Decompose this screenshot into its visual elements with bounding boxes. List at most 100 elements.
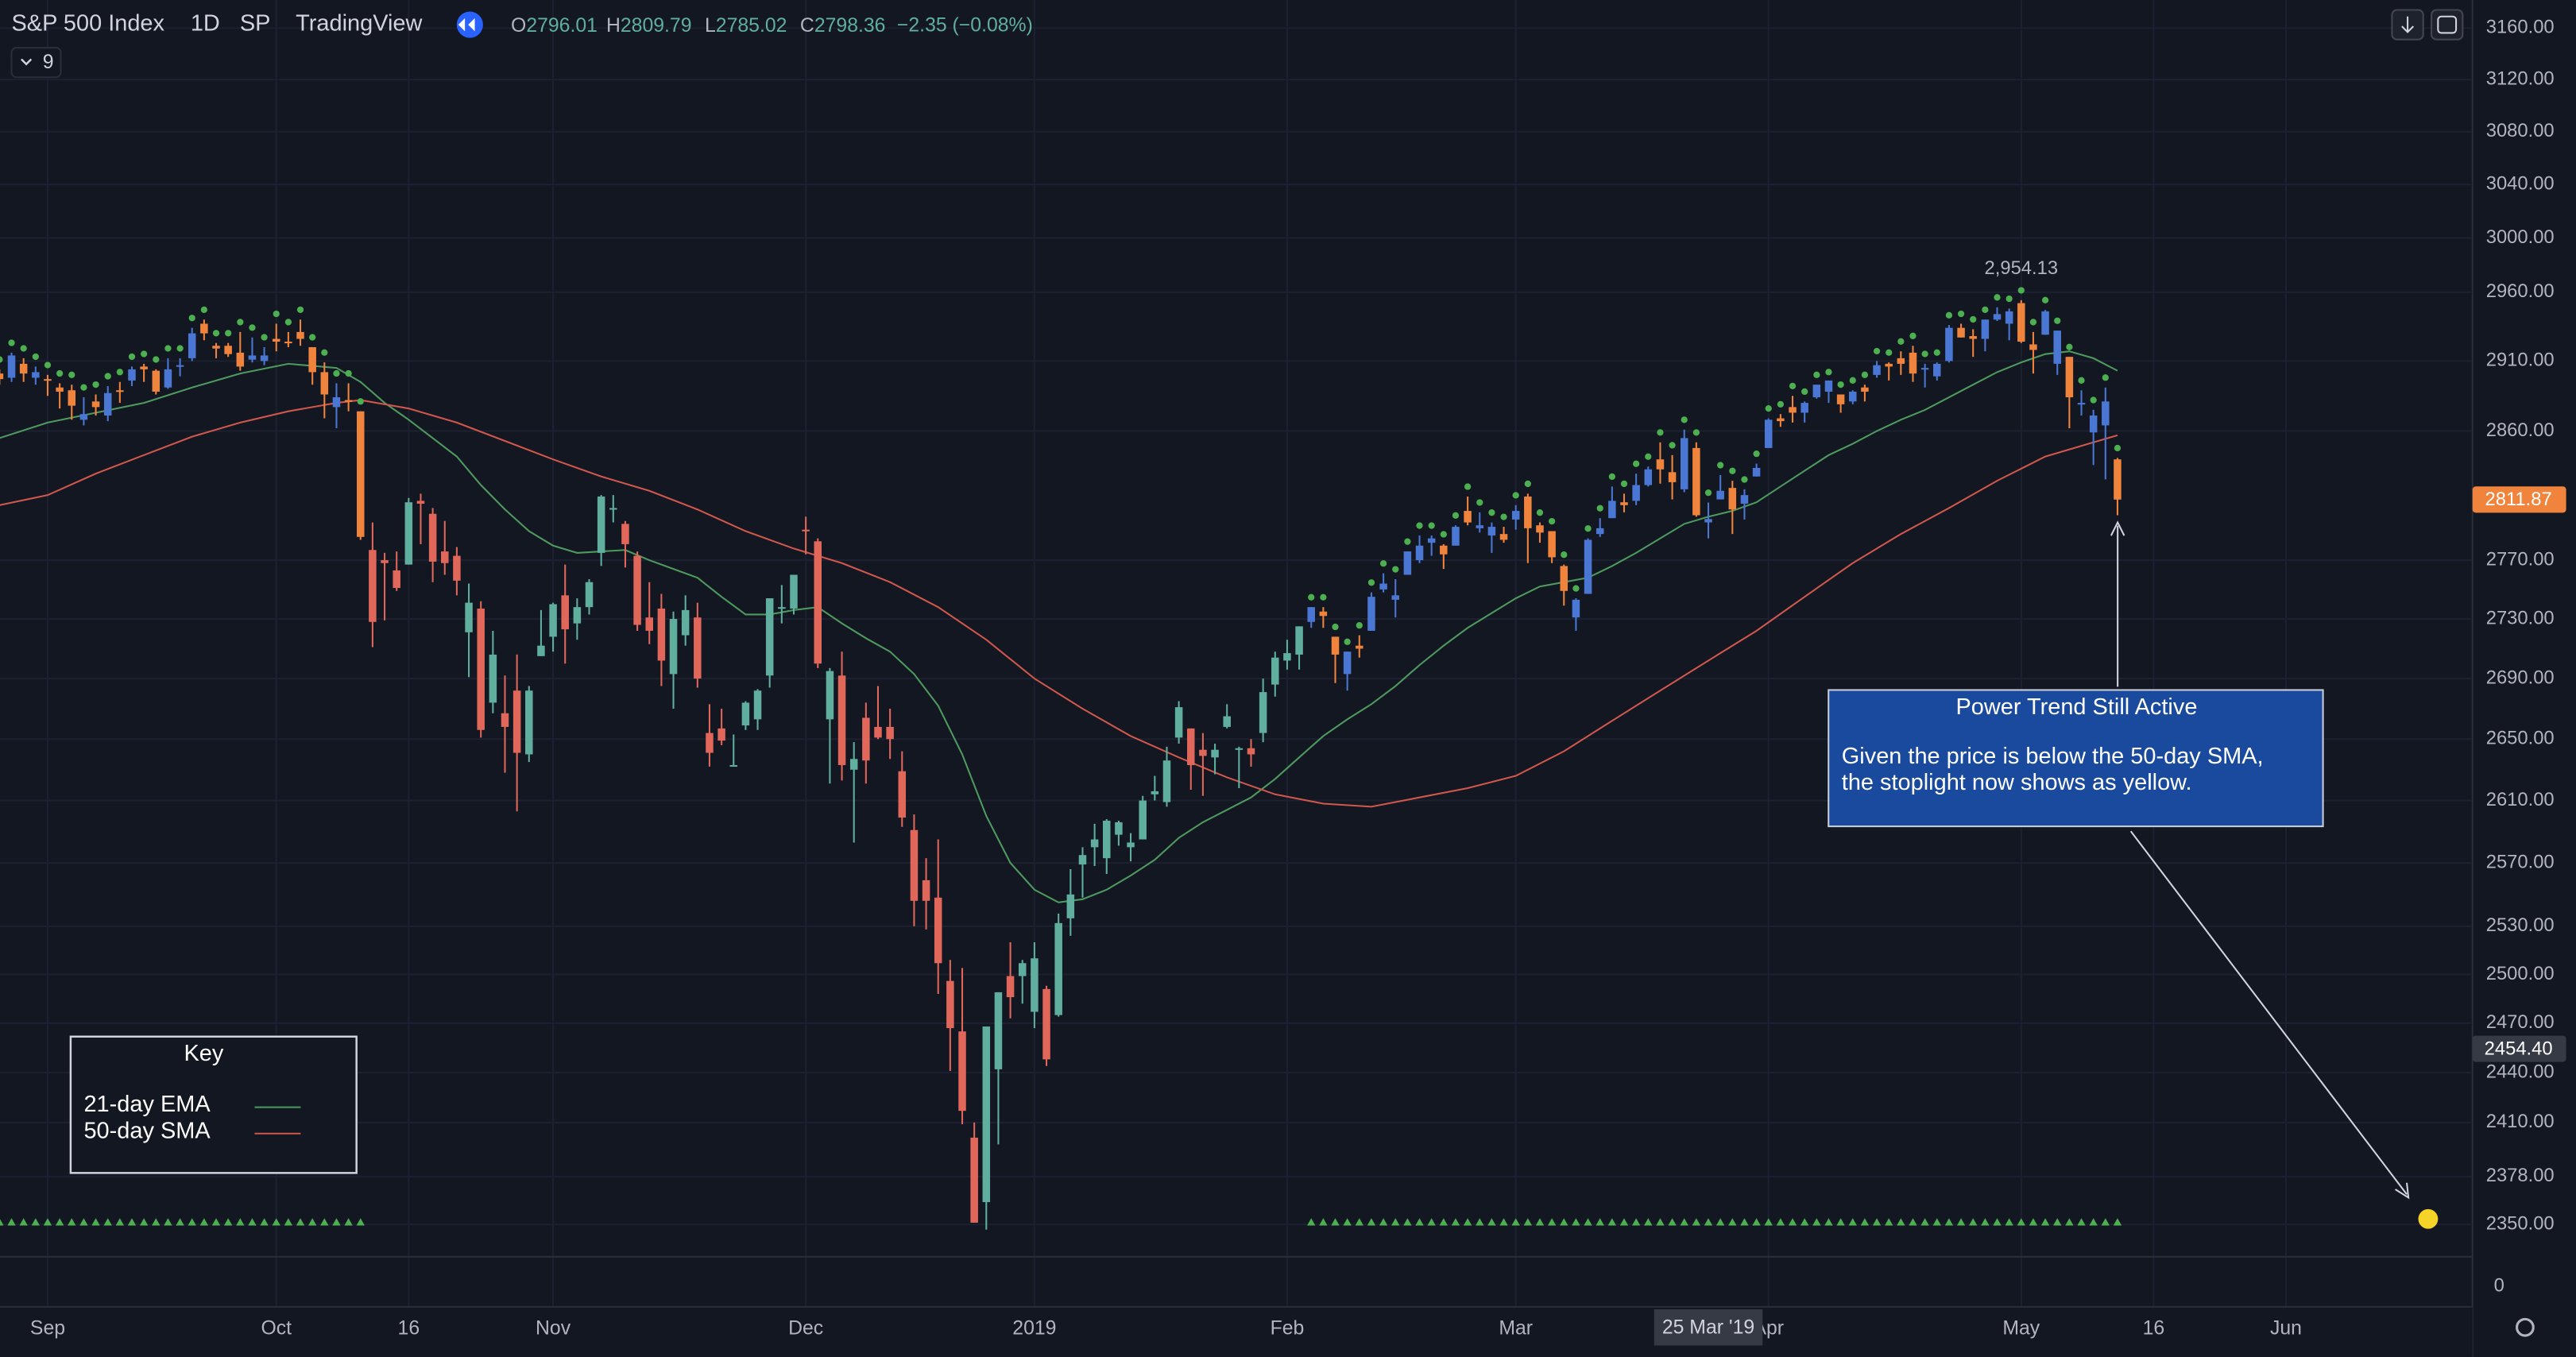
source: TradingView <box>296 11 422 37</box>
power-trend-marker <box>1487 1218 1496 1226</box>
candle-body <box>2041 311 2049 335</box>
signal-dot <box>32 353 39 361</box>
ohlc-value: 2798.36 <box>814 15 886 37</box>
candle-body <box>2017 303 2025 342</box>
candle-body <box>1379 583 1387 590</box>
power-trend-marker <box>1403 1218 1412 1226</box>
indicator-count: 9 <box>43 52 54 73</box>
power-trend-marker <box>139 1218 149 1226</box>
candle-body <box>1668 472 1677 482</box>
y-tick-label: 2860.00 <box>2486 419 2555 441</box>
y-tick-label: 2650.00 <box>2486 728 2555 749</box>
candle-body <box>694 617 702 679</box>
candle-body <box>1873 365 1881 375</box>
power-trend-marker <box>1415 1218 1424 1226</box>
candle-body <box>140 366 148 369</box>
header: S&P 500 Index 1D SP TradingView <box>11 11 483 38</box>
power-trend-marker <box>1776 1218 1785 1226</box>
candle-body <box>1511 511 1520 520</box>
signal-dots <box>0 287 2122 645</box>
signal-dot <box>1596 505 1603 512</box>
candle-body <box>2077 403 2086 405</box>
signal-dot <box>1379 560 1387 567</box>
candle-body <box>681 609 690 636</box>
candle-body <box>1933 363 1941 377</box>
power-trend-marker <box>320 1218 329 1226</box>
y-tick-label: 3120.00 <box>2486 68 2555 89</box>
candle-body <box>381 560 389 563</box>
ohlc-high: H2809.79 <box>606 15 692 37</box>
candle-body <box>453 555 461 581</box>
ohlc-change: −2.35 (−0.08%) <box>897 15 1033 37</box>
signal-dot <box>1320 593 1327 601</box>
signal-dot <box>284 319 292 326</box>
candle-body <box>1764 419 1773 448</box>
y-tick-label: 3000.00 <box>2486 226 2555 248</box>
ohlc-key: O <box>511 15 526 37</box>
signal-dot <box>345 369 352 377</box>
signal-dot <box>309 334 316 341</box>
candle-body <box>1632 485 1640 501</box>
power-trend-marker <box>1584 1218 1592 1226</box>
signal-dot <box>1897 338 1905 345</box>
power-trend-marker <box>1993 1218 2002 1226</box>
candle-body <box>1969 336 1977 339</box>
x-tick-label: 16 <box>2143 1317 2165 1339</box>
power-trend-marker <box>127 1218 137 1226</box>
ohlc-open: O2796.01 <box>511 15 598 37</box>
signal-dot <box>2017 287 2025 294</box>
candle-body <box>922 880 930 901</box>
power-trend-marker <box>1800 1218 1809 1226</box>
candle-body <box>1849 391 1857 402</box>
y-tick-label: 2960.00 <box>2486 280 2555 302</box>
candle-body <box>296 331 304 339</box>
settings-icon[interactable] <box>2516 1317 2535 1337</box>
power-trend-marker <box>1439 1218 1448 1226</box>
power-trend-marker <box>1451 1218 1460 1226</box>
candle-body <box>741 702 750 726</box>
power-trend-marker <box>1788 1218 1797 1226</box>
candle-body <box>1656 459 1665 470</box>
candle-body <box>404 502 413 565</box>
power-trend-marker <box>55 1218 64 1226</box>
power-trend-marker <box>79 1218 88 1226</box>
indicator-toggle[interactable] <box>10 47 62 79</box>
candle-body <box>910 829 919 901</box>
signal-dot <box>273 310 280 318</box>
power-trend-marker <box>1367 1218 1376 1226</box>
signal-dot <box>1886 349 1893 356</box>
candle-body <box>489 654 497 703</box>
signal-dot <box>1608 473 1615 481</box>
fullscreen-button[interactable] <box>2431 9 2464 41</box>
signal-dot <box>1945 311 1953 319</box>
signal-dot <box>1476 499 1483 506</box>
power-trend-marker <box>308 1218 317 1226</box>
power-trend-marker <box>0 1219 4 1226</box>
moving-average-line <box>0 350 2118 903</box>
signal-dot <box>8 339 15 346</box>
y-tick-label: 2470.00 <box>2486 1011 2555 1033</box>
power-trend-marker <box>1920 1218 1929 1226</box>
signal-dot <box>1428 522 1435 529</box>
candle-body <box>32 372 40 378</box>
candle-body <box>573 607 582 624</box>
signal-dot <box>141 350 148 358</box>
interval[interactable]: 1D <box>191 11 220 37</box>
signal-dot <box>80 384 87 391</box>
candle-body <box>441 551 449 563</box>
candle-body <box>465 602 473 632</box>
power-trend-marker <box>1944 1218 1954 1226</box>
candle-body <box>765 598 774 676</box>
power-trend-marker <box>2065 1218 2074 1226</box>
candle-body <box>1548 531 1556 558</box>
candle-body <box>501 713 509 727</box>
candle-body <box>19 363 28 374</box>
signal-dot <box>1548 517 1556 525</box>
candle-body <box>1247 748 1255 755</box>
ohlc-value: 2809.79 <box>621 15 692 37</box>
candle-body <box>308 346 316 373</box>
power-trend-marker <box>1897 1218 1905 1226</box>
candle-body <box>1018 963 1027 976</box>
power-trend-marker <box>211 1218 221 1226</box>
power-trend-marker <box>2040 1218 2050 1226</box>
